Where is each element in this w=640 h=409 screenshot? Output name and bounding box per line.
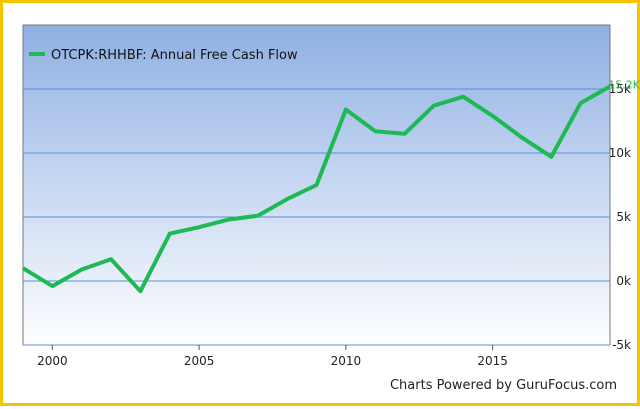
x-tick-label: 2010 [331, 354, 362, 368]
last-value-label: 15.2K [608, 78, 640, 91]
x-axis-ticks: 2000 2005 2010 2015 [37, 345, 508, 368]
y-tick-label: 10k [609, 146, 631, 160]
grid-lines [23, 88, 610, 346]
legend: OTCPK:RHHBF: Annual Free Cash Flow [29, 48, 298, 63]
y-tick-label: 5k [616, 210, 631, 224]
x-tick-label: 2015 [477, 354, 508, 368]
credit-text: Charts Powered by GuruFocus.com [389, 378, 617, 393]
y-axis-ticks: -5k 0k 5k 10k 15k [609, 82, 631, 352]
x-tick-label: 2005 [184, 354, 215, 368]
y-tick-label: 0k [616, 274, 631, 288]
legend-label: OTCPK:RHHBF: Annual Free Cash Flow [51, 48, 298, 63]
x-tick-label: 2000 [37, 354, 68, 368]
series-line [21, 84, 611, 294]
series-lines [21, 84, 611, 294]
y-tick-label: -5k [612, 338, 631, 352]
line-chart: 2000 2005 2010 2015 -5k 0k 5k 10k 15k OTCPK:RHH… [21, 24, 640, 368]
y-tick-label: 15k [609, 82, 631, 96]
